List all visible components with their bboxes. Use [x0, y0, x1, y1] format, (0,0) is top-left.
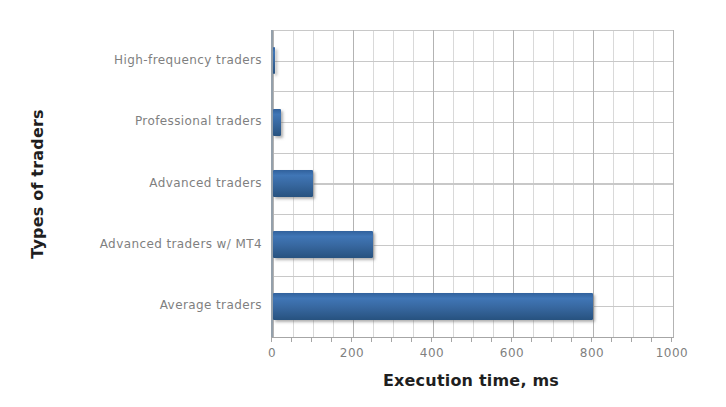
x-tick-label: 200: [322, 346, 382, 360]
category-label: Advanced traders w/ MT4: [22, 237, 262, 251]
x-tick-label: 400: [402, 346, 462, 360]
x-tick-label: 0: [242, 346, 302, 360]
bar: [273, 109, 281, 136]
category-label: High-frequency traders: [22, 53, 262, 67]
plot-area: [271, 30, 674, 338]
category-label: Advanced traders: [22, 176, 262, 190]
category-label: Average traders: [22, 298, 262, 312]
x-axis-title: Execution time, ms: [271, 371, 671, 390]
x-tick-label: 800: [562, 346, 622, 360]
x-tick-label: 1000: [642, 346, 702, 360]
bar: [273, 231, 373, 258]
bar: [273, 170, 313, 197]
bar-chart: Types of traders Execution time, ms High…: [0, 0, 726, 407]
bar: [273, 293, 593, 320]
x-axis-tick-marks: [271, 337, 674, 342]
bar: [273, 47, 275, 74]
category-label: Professional traders: [22, 114, 262, 128]
x-tick-label: 600: [482, 346, 542, 360]
